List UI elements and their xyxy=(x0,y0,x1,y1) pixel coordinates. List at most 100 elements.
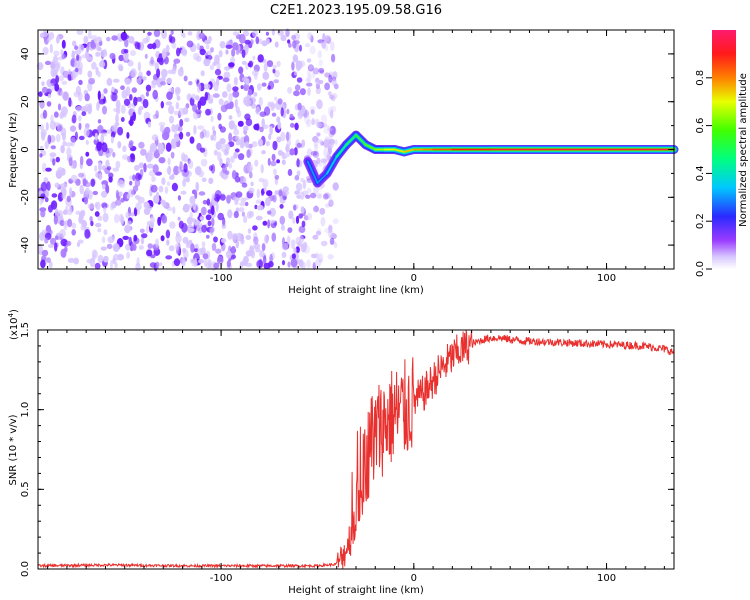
noise-blob xyxy=(240,197,247,203)
noise-blob xyxy=(220,238,227,243)
noise-blob xyxy=(320,40,326,48)
noise-blob xyxy=(267,219,271,229)
carrier-segment xyxy=(403,148,415,153)
noise-blob xyxy=(46,101,52,107)
noise-blob xyxy=(118,180,126,189)
noise-blob xyxy=(286,108,290,115)
noise-blob xyxy=(145,84,152,92)
noise-blob xyxy=(217,212,224,221)
noise-blob xyxy=(305,119,312,128)
noise-blob xyxy=(111,92,118,102)
noise-blob xyxy=(120,104,126,114)
noise-blob xyxy=(182,32,186,39)
noise-blob xyxy=(285,145,289,152)
noise-blob xyxy=(307,64,314,72)
noise-blob xyxy=(287,261,291,268)
noise-blob xyxy=(326,37,331,45)
noise-blob xyxy=(95,201,101,211)
noise-blob xyxy=(113,78,120,83)
noise-blob xyxy=(121,89,128,99)
noise-blob xyxy=(318,258,323,263)
noise-blob xyxy=(42,109,48,119)
noise-blob xyxy=(39,198,43,205)
noise-blob xyxy=(273,79,280,84)
spectrogram-ylabel: Frequency (Hz) xyxy=(8,112,19,188)
noise-blob xyxy=(97,215,103,221)
noise-blob xyxy=(145,225,149,234)
noise-blob xyxy=(72,40,77,47)
noise-blob xyxy=(271,153,276,162)
noise-blob xyxy=(91,61,97,70)
noise-blob xyxy=(82,178,87,187)
carrier-segment xyxy=(355,134,367,146)
noise-blob xyxy=(134,178,141,187)
noise-blob xyxy=(112,243,120,253)
noise-blob xyxy=(320,240,328,247)
noise-blob xyxy=(45,122,49,131)
noise-blob xyxy=(246,149,251,159)
noise-blob xyxy=(40,193,46,200)
x-tick-label: 0 xyxy=(411,273,417,284)
noise-blob xyxy=(265,140,270,147)
noise-blob xyxy=(320,216,326,227)
noise-blob xyxy=(319,207,326,215)
noise-blob xyxy=(312,234,319,240)
noise-blob xyxy=(314,259,322,267)
noise-blob xyxy=(312,151,320,158)
noise-blob xyxy=(57,210,64,219)
noise-blob xyxy=(234,148,240,153)
noise-blob xyxy=(171,140,176,149)
noise-blob xyxy=(128,142,133,149)
noise-blob xyxy=(329,125,336,135)
noise-blob xyxy=(124,38,129,48)
noise-blob xyxy=(330,94,336,102)
noise-blob xyxy=(118,65,124,72)
y-tick-label: 20 xyxy=(20,95,31,108)
noise-blob xyxy=(304,43,311,48)
noise-blob xyxy=(165,229,171,239)
noise-blob xyxy=(255,36,260,45)
noise-blob xyxy=(287,227,293,234)
noise-blob xyxy=(138,141,145,149)
noise-blob xyxy=(181,152,186,162)
noise-blob xyxy=(39,207,47,213)
noise-blob xyxy=(67,68,71,75)
noise-blob xyxy=(298,213,304,219)
noise-blob xyxy=(74,67,79,73)
noise-blob xyxy=(289,148,295,156)
colorbar-ticks: 0.0 0.2 0.4 0.6 0.8 xyxy=(695,70,712,277)
noise-blob xyxy=(279,204,284,209)
noise-blob xyxy=(150,142,157,152)
noise-blob xyxy=(300,243,307,253)
noise-blob xyxy=(84,93,90,102)
noise-blob xyxy=(238,207,245,213)
noise-blob xyxy=(327,125,331,131)
noise-blob xyxy=(267,157,271,166)
noise-blob xyxy=(75,105,83,112)
noise-blob xyxy=(298,259,304,268)
noise-blob xyxy=(109,259,113,270)
noise-blob xyxy=(98,61,106,68)
noise-blob xyxy=(54,83,60,92)
noise-blob xyxy=(234,135,240,141)
noise-blob xyxy=(282,189,289,196)
noise-blob xyxy=(175,87,180,97)
noise-blob xyxy=(306,82,313,87)
noise-blob xyxy=(211,242,217,252)
noise-blob xyxy=(207,259,212,269)
noise-blob xyxy=(280,34,287,42)
noise-blob xyxy=(210,115,214,123)
noise-blob xyxy=(161,50,167,60)
noise-blob xyxy=(136,209,141,216)
noise-blob xyxy=(328,71,333,80)
noise-blob xyxy=(128,120,135,125)
noise-blob xyxy=(257,54,264,63)
noise-blob xyxy=(44,197,49,203)
noise-blob xyxy=(38,91,43,97)
noise-blob xyxy=(67,218,73,228)
snr-panel: -100 0 100 0.0 0.5 1.0 1.5 Height of straight … xyxy=(7,309,675,596)
noise-blob xyxy=(327,106,334,116)
noise-blob xyxy=(285,28,290,37)
noise-blob xyxy=(62,91,69,101)
noise-blob xyxy=(160,235,165,242)
